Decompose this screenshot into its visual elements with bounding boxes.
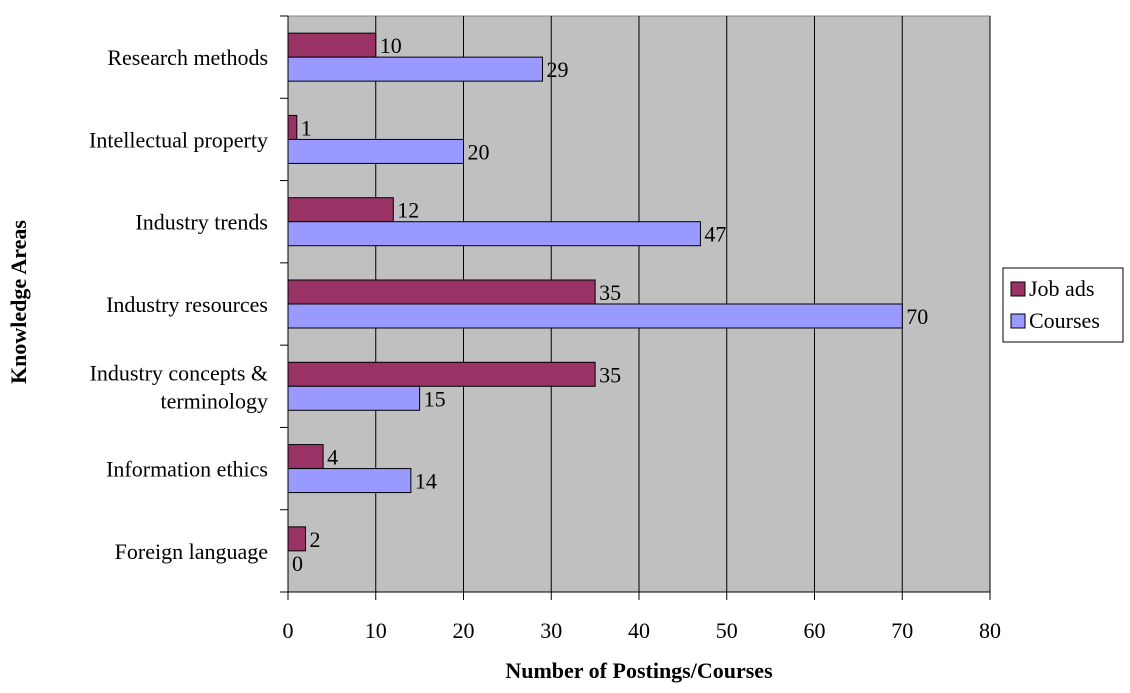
bar-courses (287, 221, 701, 247)
data-label: 35 (599, 280, 621, 305)
data-label: 10 (380, 33, 402, 58)
x-tick-label: 30 (540, 618, 562, 643)
bar-job-ads (287, 444, 324, 470)
legend-label: Job ads (1029, 276, 1094, 301)
x-tick-label: 60 (804, 618, 826, 643)
category-label: Intellectual property (89, 127, 268, 152)
bar-job-ads (287, 279, 596, 305)
bar-courses (287, 468, 412, 494)
data-label: 20 (468, 139, 490, 164)
data-label: 70 (906, 304, 928, 329)
x-tick-label: 40 (628, 618, 650, 643)
data-label: 35 (599, 362, 621, 387)
category-label: terminology (160, 388, 268, 413)
legend-swatch (1010, 281, 1026, 297)
data-label: 14 (415, 469, 437, 494)
category-label: Foreign language (115, 539, 268, 564)
data-label: 4 (327, 445, 338, 470)
legend-swatch (1010, 313, 1026, 329)
category-label: Industry resources (106, 292, 268, 317)
data-label: 0 (292, 551, 303, 576)
y-axis-title: Knowledge Areas (6, 220, 31, 384)
bars (287, 32, 903, 552)
x-axis-title: Number of Postings/Courses (505, 658, 773, 683)
x-tick-label: 50 (716, 618, 738, 643)
bar-courses (287, 385, 421, 411)
category-label: Industry concepts & (90, 360, 268, 385)
x-tick-label: 0 (283, 618, 294, 643)
bar-courses (287, 303, 903, 329)
category-label: Information ethics (106, 457, 268, 482)
category-label: Industry trends (135, 210, 268, 235)
data-label: 1 (301, 115, 312, 140)
data-label: 47 (704, 222, 726, 247)
legend-box (1002, 267, 1124, 343)
data-label: 29 (546, 57, 568, 82)
data-label: 2 (310, 527, 321, 552)
bar-job-ads (287, 197, 394, 223)
bar-job-ads (287, 526, 307, 552)
legend-label: Courses (1029, 308, 1100, 333)
category-label: Research methods (107, 45, 268, 70)
bar-job-ads (287, 114, 298, 140)
legend: Job ads Courses (1002, 267, 1124, 343)
x-tick-label: 20 (453, 618, 475, 643)
x-tick-label: 80 (979, 618, 1001, 643)
axes: 0 10 20 30 40 50 60 70 80 (280, 15, 1001, 643)
x-tick-label: 70 (891, 618, 913, 643)
bar-courses (287, 138, 464, 164)
bar-courses (287, 56, 543, 82)
data-label: 15 (424, 386, 446, 411)
bar-job-ads (287, 32, 377, 58)
x-tick-label: 10 (365, 618, 387, 643)
bar-job-ads (287, 361, 596, 387)
data-label: 12 (397, 198, 419, 223)
